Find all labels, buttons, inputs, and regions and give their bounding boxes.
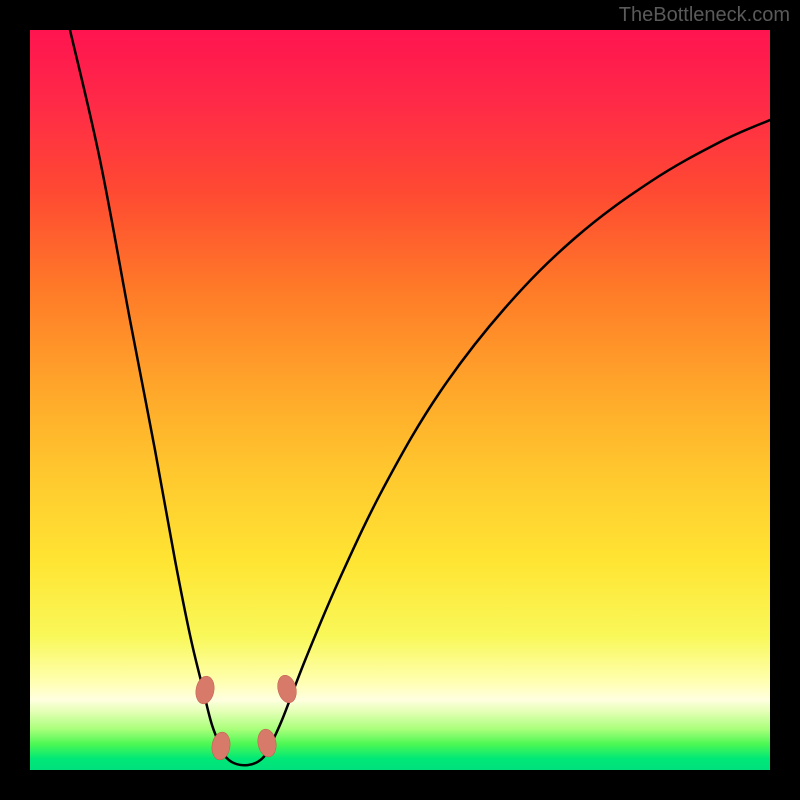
- bottleneck-curve-chart: [30, 30, 770, 770]
- chart-container: [30, 30, 770, 770]
- watermark-text: TheBottleneck.com: [619, 4, 790, 27]
- gradient-background: [30, 30, 770, 770]
